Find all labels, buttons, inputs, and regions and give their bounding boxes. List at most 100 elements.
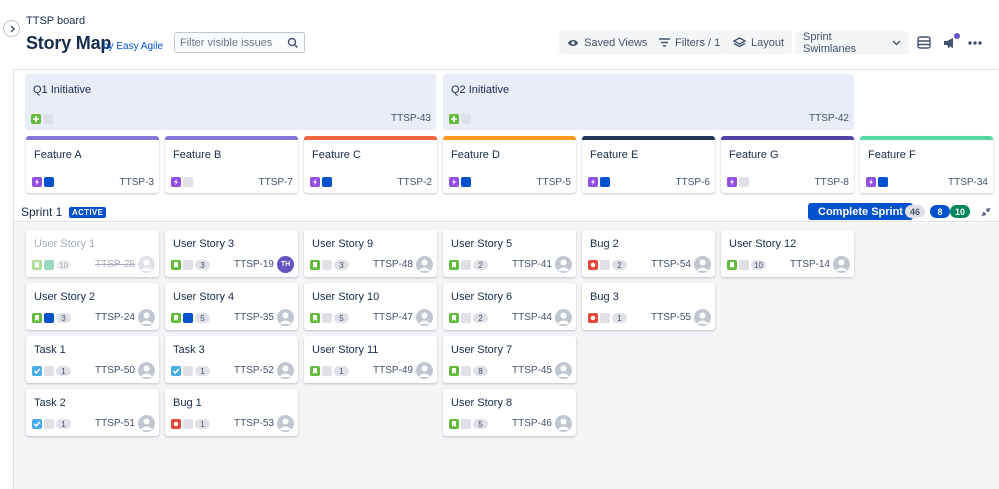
story-card[interactable]: User Story 11 1 TTSP-49 [304, 336, 437, 383]
avatar[interactable] [416, 362, 433, 379]
filter-input[interactable] [180, 36, 280, 49]
card-key[interactable]: TTSP-48 [372, 259, 413, 270]
feature-card[interactable]: Feature B TTSP-7 [165, 136, 298, 193]
card-key[interactable]: TTSP-25 [94, 259, 135, 270]
feature-card[interactable]: Feature G TTSP-8 [721, 136, 854, 193]
card-key[interactable]: TTSP-14 [789, 259, 830, 270]
card-key[interactable]: TTSP-45 [511, 365, 552, 376]
feature-title: Feature E [590, 149, 639, 161]
avatar[interactable] [277, 309, 294, 326]
card-key[interactable]: TTSP-46 [511, 418, 552, 429]
story-card[interactable]: Bug 1 1 TTSP-53 [165, 389, 298, 436]
feature-title: Feature C [312, 149, 361, 161]
avatar[interactable] [833, 256, 850, 273]
card-key[interactable]: TTSP-41 [511, 259, 552, 270]
card-key[interactable]: TTSP-53 [233, 418, 274, 429]
story-card[interactable]: Task 3 1 TTSP-52 [165, 336, 298, 383]
avatar[interactable] [138, 415, 155, 432]
story-card[interactable]: User Story 4 5 TTSP-35 [165, 283, 298, 330]
task-type-icon [32, 419, 42, 429]
feature-card[interactable]: Feature D TTSP-5 [443, 136, 576, 193]
avatar[interactable] [416, 256, 433, 273]
card-key[interactable]: TTSP-35 [233, 312, 274, 323]
story-card[interactable]: User Story 5 2 TTSP-41 [443, 230, 576, 277]
story-type-icon [32, 260, 42, 270]
more-button[interactable] [963, 31, 987, 54]
announcements-button[interactable] [938, 31, 962, 54]
avatar[interactable] [555, 415, 572, 432]
feature-key[interactable]: TTSP-6 [675, 177, 710, 188]
card-key[interactable]: TTSP-50 [94, 365, 135, 376]
feature-card[interactable]: Feature E TTSP-6 [582, 136, 715, 193]
story-card[interactable]: User Story 12 10 TTSP-14 [721, 230, 854, 277]
estimate-badge: 5 [334, 313, 349, 323]
feature-key[interactable]: TTSP-8 [814, 177, 849, 188]
card-key[interactable]: TTSP-19 [233, 259, 274, 270]
story-card[interactable]: Bug 2 2 TTSP-54 [582, 230, 715, 277]
status-icon [461, 313, 471, 323]
avatar[interactable] [555, 362, 572, 379]
bug-type-icon [588, 313, 598, 323]
status-icon [600, 177, 610, 187]
story-card[interactable]: User Story 2 3 TTSP-24 [26, 283, 159, 330]
avatar[interactable] [277, 415, 294, 432]
story-card[interactable]: User Story 9 3 TTSP-48 [304, 230, 437, 277]
card-key[interactable]: TTSP-52 [233, 365, 274, 376]
story-card[interactable]: User Story 10 5 TTSP-47 [304, 283, 437, 330]
avatar[interactable]: TH [277, 256, 294, 273]
card-key[interactable]: TTSP-44 [511, 312, 552, 323]
filters-button[interactable]: Filters / 1 [651, 31, 729, 54]
story-card[interactable]: User Story 3 3 TTSP-19 TH [165, 230, 298, 277]
card-key[interactable]: TTSP-49 [372, 365, 413, 376]
complete-sprint-button[interactable]: Complete Sprint [808, 203, 913, 220]
feature-key[interactable]: TTSP-34 [947, 177, 988, 188]
layout-button[interactable]: Layout [725, 31, 793, 54]
initiative-card[interactable]: Q1 Initiative TTSP-43 [25, 74, 436, 130]
avatar[interactable] [694, 256, 711, 273]
feature-key[interactable]: TTSP-7 [258, 177, 293, 188]
avatar[interactable] [555, 309, 572, 326]
story-card[interactable]: Bug 3 1 TTSP-55 [582, 283, 715, 330]
avatar[interactable] [138, 309, 155, 326]
feature-card[interactable]: Feature F TTSP-34 [860, 136, 993, 193]
feature-card[interactable]: Feature C TTSP-2 [304, 136, 437, 193]
initiative-card[interactable]: Q2 Initiative TTSP-42 [443, 74, 854, 130]
story-card[interactable]: User Story 8 5 TTSP-46 [443, 389, 576, 436]
saved-views-button[interactable]: Saved Views [559, 31, 656, 54]
initiative-key[interactable]: TTSP-43 [390, 113, 431, 124]
card-title: User Story 9 [312, 238, 374, 250]
story-card[interactable]: Task 2 1 TTSP-51 [26, 389, 159, 436]
feature-key[interactable]: TTSP-3 [119, 177, 154, 188]
card-key[interactable]: TTSP-24 [94, 312, 135, 323]
avatar[interactable] [138, 256, 155, 273]
by-easy-agile-link[interactable]: by Easy Agile [103, 41, 164, 52]
avatar[interactable] [555, 256, 572, 273]
story-card[interactable]: Task 1 1 TTSP-50 [26, 336, 159, 383]
card-title: Bug 1 [173, 397, 202, 409]
collapse-icon[interactable] [980, 206, 992, 218]
backlog-toggle-button[interactable] [912, 31, 936, 54]
avatar[interactable] [138, 362, 155, 379]
card-key[interactable]: TTSP-51 [94, 418, 135, 429]
feature-key[interactable]: TTSP-5 [536, 177, 571, 188]
card-title: Task 2 [34, 397, 66, 409]
avatar[interactable] [416, 309, 433, 326]
swimlanes-dropdown[interactable]: Sprint Swimlanes [795, 31, 909, 55]
avatar[interactable] [694, 309, 711, 326]
expand-sidebar-button[interactable] [3, 20, 20, 37]
feature-key[interactable]: TTSP-2 [397, 177, 432, 188]
story-card[interactable]: User Story 6 2 TTSP-44 [443, 283, 576, 330]
filter-box[interactable] [174, 32, 305, 53]
chevron-down-icon [892, 40, 901, 45]
feature-card[interactable]: Feature A TTSP-3 [26, 136, 159, 193]
card-key[interactable]: TTSP-47 [372, 312, 413, 323]
avatar[interactable] [277, 362, 294, 379]
story-card[interactable]: User Story 1 10 TTSP-25 [26, 230, 159, 277]
card-title: User Story 12 [729, 238, 797, 250]
card-key[interactable]: TTSP-54 [650, 259, 691, 270]
estimate-badge: 2 [612, 260, 627, 270]
story-card[interactable]: User Story 7 8 TTSP-45 [443, 336, 576, 383]
initiative-key[interactable]: TTSP-42 [808, 113, 849, 124]
estimate-badge: 10 [56, 260, 71, 270]
card-key[interactable]: TTSP-55 [650, 312, 691, 323]
